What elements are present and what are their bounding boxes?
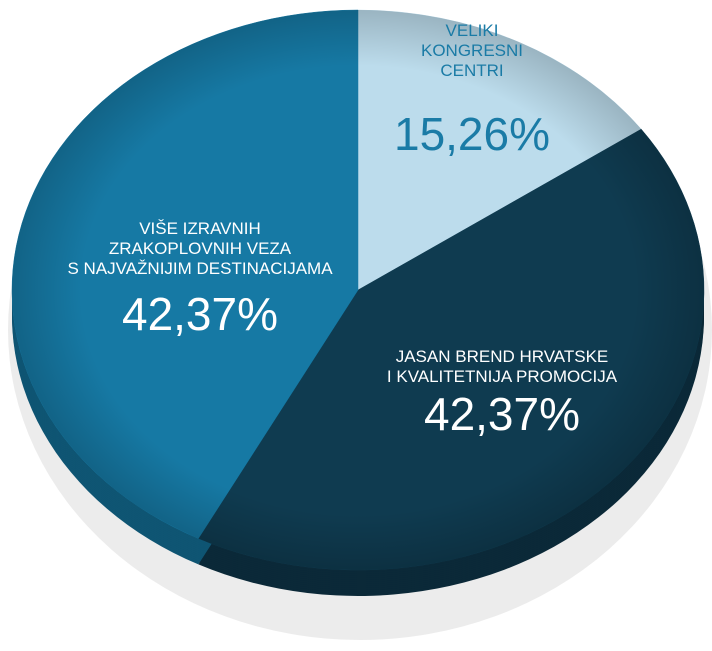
- labels: VELIKI KONGRESNI CENTRI 15,26% JASAN BREND H…: [67, 21, 617, 440]
- value-label: 42,37%: [122, 288, 278, 340]
- category-label: JASAN BREND HRVATSKE I KVALITETNIJA PROMO…: [387, 347, 618, 386]
- value-label: 42,37%: [424, 388, 580, 440]
- value-label: 15,26%: [394, 108, 550, 160]
- category-label: VELIKI KONGRESNI CENTRI: [421, 21, 523, 80]
- category-label: VIŠE IZRAVNIH ZRAKOPLOVNIH VEZA S NAJVAŽNI…: [67, 219, 333, 278]
- pie-slices: [11, 9, 705, 571]
